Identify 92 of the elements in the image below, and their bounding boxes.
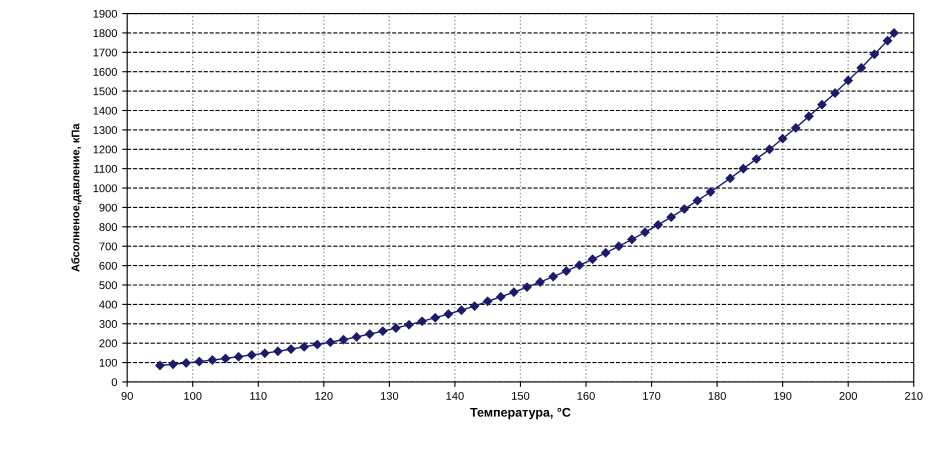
point [234,352,244,362]
point [738,164,748,174]
point [522,282,532,292]
point [856,63,866,72]
y-tick-label: 1500 [94,87,118,96]
point [764,144,774,154]
point [680,204,689,214]
y-tick-label: 1600 [94,68,118,76]
x-tick-label: 130 [380,392,398,400]
point [182,358,191,368]
point [588,254,598,264]
point [830,88,840,98]
x-tick-label: 110 [250,392,267,400]
y-tick-label: 1400 [94,106,118,115]
point [791,123,800,133]
y-tick-label: 900 [99,204,118,212]
point [483,296,492,306]
x-tick-label: 150 [512,392,530,400]
x-tick-label: 190 [774,392,792,400]
point [220,354,230,364]
y-tick-label: 500 [99,281,118,290]
y-tick-label: 600 [99,262,118,270]
point [326,338,335,347]
point [601,248,610,258]
point [653,220,663,230]
point [496,292,506,302]
y-tick-label: 1200 [94,146,118,154]
x-tick-label: 170 [643,392,660,400]
y-tick-label: 1900 [94,10,118,18]
point [574,260,584,270]
point [194,356,204,366]
y-tick-label: 1000 [94,184,118,192]
x-tick-label: 90 [122,392,133,400]
y-tick-label: 300 [99,320,118,328]
y-tick-label: 1700 [94,48,118,56]
point [168,360,178,369]
point [312,340,322,350]
y-axis-title: Абсолненое,давление, кПа [71,123,82,272]
point [155,360,165,370]
y-tick-label: 1100 [94,164,118,173]
y-tick-label: 100 [100,358,118,367]
point [456,306,466,315]
point [470,302,480,311]
point [870,50,880,59]
point [208,355,218,365]
point [548,272,558,282]
point [391,323,401,333]
point [627,234,637,244]
point [817,100,827,110]
point [614,242,624,251]
x-tick-label: 100 [184,392,202,400]
point [418,316,427,326]
point [300,342,309,352]
y-tick-label: 800 [99,223,118,231]
point [444,309,453,319]
point [338,335,348,344]
point [430,313,440,322]
x-tick-label: 210 [905,392,923,400]
point [562,266,571,276]
point [273,346,283,356]
point [706,187,716,197]
y-tick-label: 400 [99,300,118,309]
point [509,288,519,297]
point [404,320,414,330]
point [535,277,545,287]
point [247,350,256,360]
point [882,36,892,46]
y-tick-label: 200 [99,339,118,348]
y-tick-label: 1800 [94,29,118,38]
point [778,134,788,144]
point [378,326,388,336]
point [286,344,296,354]
x-tick-label: 140 [446,392,464,400]
x-tick-label: 120 [315,392,333,400]
point [844,76,853,86]
point [260,348,270,358]
x-tick-label: 160 [578,392,595,400]
y-tick-label: 700 [99,242,118,250]
point [804,112,814,121]
point [352,332,362,342]
x-tick-label: 200 [839,392,858,400]
point [692,196,702,206]
y-tick-label: 0 [112,378,118,386]
point [726,174,735,183]
point [752,154,762,164]
point [640,228,650,237]
point [889,28,899,38]
point [666,212,676,222]
y-tick-label: 1300 [94,126,118,134]
x-tick-label: 180 [708,392,726,400]
point [365,329,374,339]
x-axis-title: Температура, °C [470,408,571,420]
